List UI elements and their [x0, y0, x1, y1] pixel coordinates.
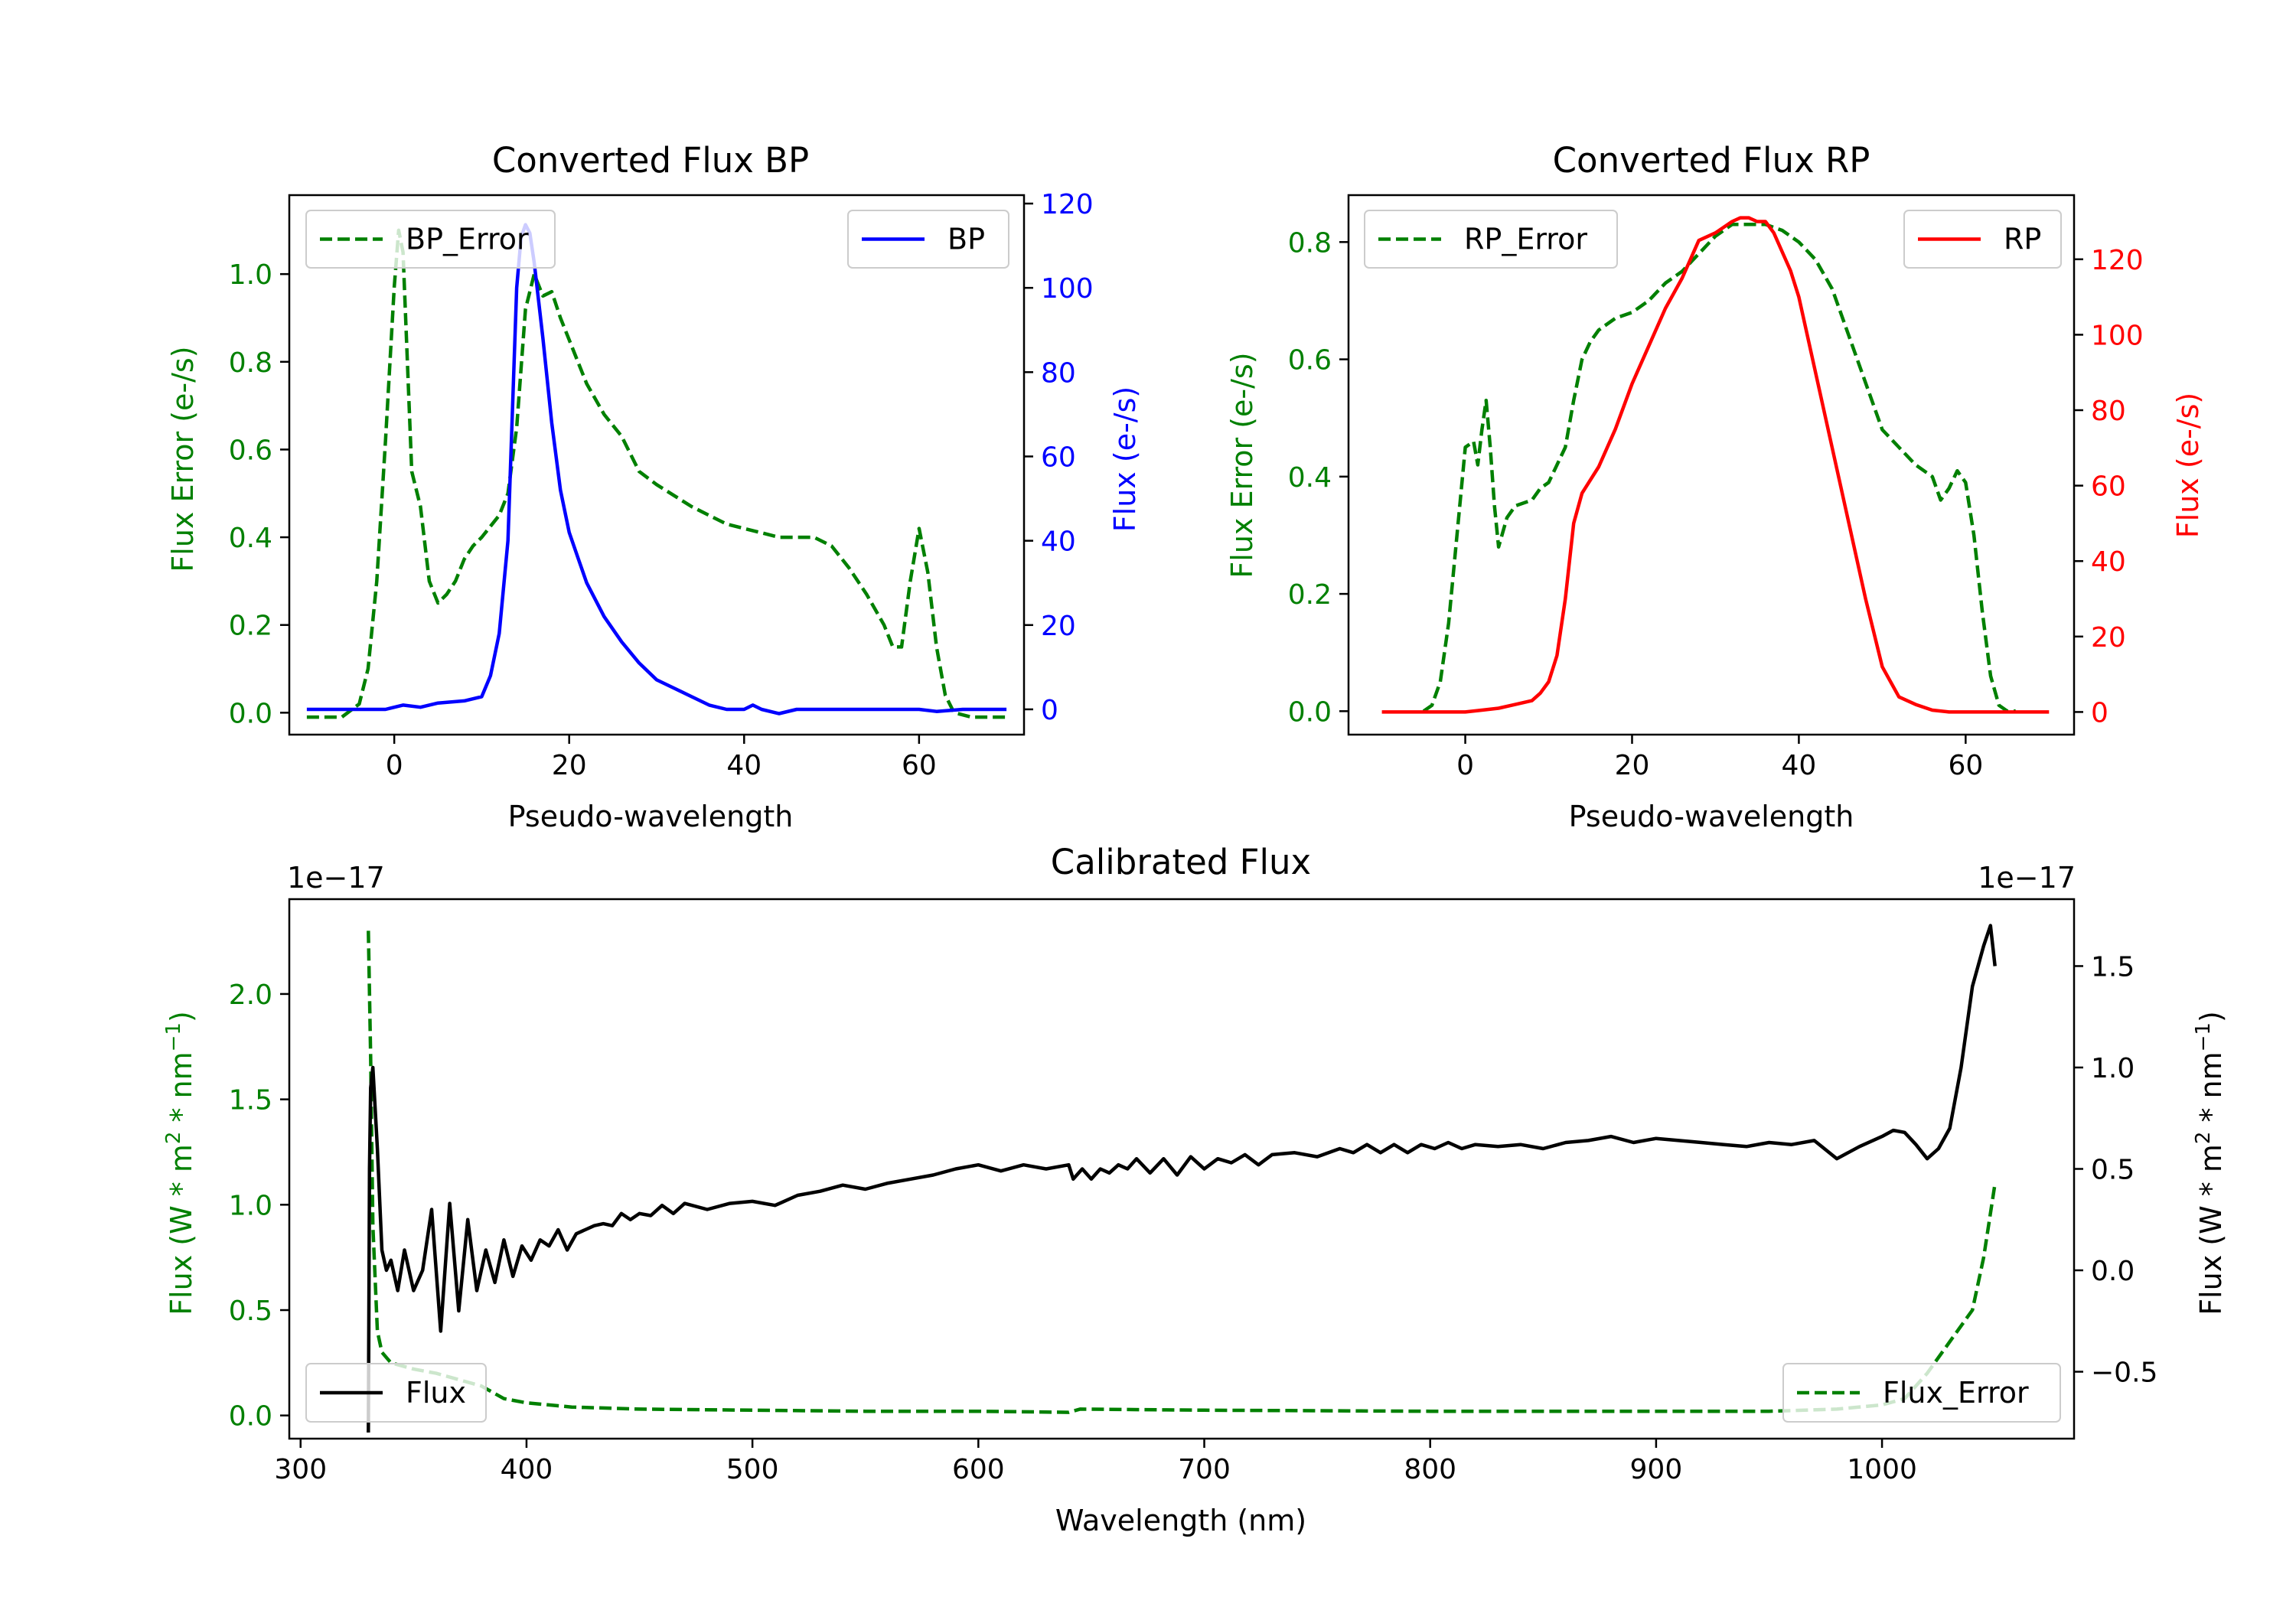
bp-left-ytick-label: 0.4 [229, 523, 272, 554]
rp-legend-box [1903, 210, 2062, 269]
cal-left-ytick-label: 0.0 [229, 1401, 272, 1433]
bp-series-bp-line [306, 223, 1007, 715]
cal-left-ylabel: Flux (W * m2 * nm−1) [162, 1011, 198, 1315]
bp-left-ytick-label: 0.2 [229, 611, 272, 642]
bp-xlabel: Pseudo-wavelength [508, 800, 794, 833]
rp-legend-label: RP [2004, 223, 2041, 256]
bp-right-ytick-label: 120 [1041, 189, 1094, 220]
bp-plot-area: 0 20 40 60 0.0 0.2 0.4 0.6 0.8 1.0 0 20 40 60 80 100 120… [229, 189, 1094, 781]
cal-right-ytick-label: 0.0 [2091, 1256, 2135, 1287]
cal-left-ytick-label: 1.5 [229, 1085, 272, 1116]
cal-xtick-label: 800 [1404, 1454, 1456, 1485]
cal-xtick-label: 400 [501, 1454, 553, 1485]
rp-xtick-label: 20 [1615, 750, 1650, 781]
cal-xlabel: Wavelength (nm) [1055, 1504, 1306, 1537]
rp-xtick-label: 60 [1948, 750, 1983, 781]
cal-xtick-label: 1000 [1847, 1454, 1917, 1485]
rp-left-ylabel: Flux Error (e-/s) [1225, 352, 1259, 578]
rp-plot-area: 0 20 40 60 0.0 0.2 0.4 0.6 0.8 0 20 40 60 80 100 120 RP_… [1288, 194, 2144, 781]
rp-title: Converted Flux RP [1553, 140, 1870, 181]
bp-left-ytick-label: 1.0 [229, 259, 272, 291]
cal-left-offset: 1e−17 [287, 861, 385, 895]
cal-right-ytick-label: 1.0 [2091, 1053, 2135, 1084]
bp-left-ytick-label: 0.8 [229, 347, 272, 379]
rp-left-ytick-label: 0.8 [1288, 227, 1332, 259]
bp-xtick-label: 60 [902, 750, 937, 781]
cal-xtick-label: 500 [726, 1454, 779, 1485]
bp-legend-label: BP_Error [406, 223, 529, 256]
rp-xtick-label: 40 [1782, 750, 1817, 781]
panel-rp: Converted Flux RP Pseudo-wavelength Flux… [1225, 140, 2205, 833]
rp-right-ytick-label: 80 [2091, 396, 2126, 427]
cal-xtick-label: 600 [952, 1454, 1005, 1485]
bp-legend: BP_Error [305, 210, 556, 269]
bp-axes-frame [288, 194, 1026, 736]
cal-left-ytick-label: 1.0 [229, 1190, 272, 1221]
cal-legend-box [305, 1363, 487, 1423]
bp-right-ytick-label: 0 [1041, 695, 1058, 726]
rp-axes-frame [1347, 194, 2076, 736]
bp-legend: BP [847, 210, 1009, 269]
rp-right-ylabel: Flux (e-/s) [2171, 393, 2205, 538]
rp-left-ytick-label: 0.4 [1288, 462, 1332, 494]
rp-right-ytick-label: 40 [2091, 546, 2126, 578]
bp-series-bp-error-line [306, 228, 1007, 719]
bp-xtick-label: 40 [726, 750, 762, 781]
rp-right-ytick-label: 60 [2091, 471, 2126, 503]
rp-xlabel: Pseudo-wavelength [1569, 800, 1854, 833]
bp-right-ytick-label: 20 [1041, 611, 1076, 642]
rp-right-ytick-label: 20 [2091, 622, 2126, 654]
rp-series-rp-line [1381, 216, 2050, 714]
cal-left-ytick-label: 0.5 [229, 1296, 272, 1327]
cal-right-ytick-label: 0.5 [2091, 1155, 2135, 1186]
cal-xtick-label: 900 [1630, 1454, 1683, 1485]
rp-legend-label: RP_Error [1464, 223, 1587, 256]
cal-right-ylabel: Flux (W * m2 * nm−1) [2192, 1011, 2228, 1315]
cal-legend-box [1782, 1363, 2061, 1423]
cal-legend-label: Flux [406, 1376, 466, 1410]
cal-plot-area: 300 400 500 600 700 800 900 1000 0.0 0.5 1.0 1.5 2.0… [229, 898, 2157, 1485]
bp-xtick-label: 0 [386, 750, 403, 781]
cal-legend: Flux_Error [1782, 1363, 2061, 1423]
cal-right-ytick-label: −0.5 [2091, 1358, 2157, 1389]
cal-xtick-label: 700 [1178, 1454, 1231, 1485]
rp-series-rp-error-line [1422, 223, 2016, 713]
rp-legend: RP_Error [1364, 210, 1618, 269]
bp-legend-box [847, 210, 1009, 269]
cal-left-ytick-label: 2.0 [229, 980, 272, 1011]
bp-left-ytick-label: 0.0 [229, 698, 272, 729]
rp-legend-box [1364, 210, 1618, 269]
rp-left-ytick-label: 0.0 [1288, 696, 1332, 728]
bp-left-ylabel: Flux Error (e-/s) [166, 346, 200, 572]
cal-xtick-label: 300 [274, 1454, 327, 1485]
rp-right-ytick-label: 0 [2091, 697, 2108, 729]
bp-right-ytick-label: 100 [1041, 273, 1094, 305]
panel-calibrated: Calibrated Flux Wavelength (nm) 1e−17 1e… [162, 842, 2228, 1537]
cal-legend-label: Flux_Error [1883, 1376, 2029, 1410]
cal-series-flux-line [367, 924, 1997, 1433]
cal-right-ytick-label: 1.5 [2091, 951, 2135, 983]
bp-left-ytick-label: 0.6 [229, 435, 272, 466]
bp-legend-box [305, 210, 556, 269]
bp-title: Converted Flux BP [492, 140, 809, 181]
bp-right-ytick-label: 60 [1041, 442, 1076, 473]
bp-xtick-label: 20 [552, 750, 587, 781]
rp-left-ytick-label: 0.6 [1288, 345, 1332, 376]
bp-right-ylabel: Flux (e-/s) [1108, 386, 1142, 532]
bp-right-ytick-label: 80 [1041, 357, 1076, 389]
rp-right-ytick-label: 100 [2091, 320, 2144, 351]
rp-right-ytick-label: 120 [2091, 245, 2144, 276]
rp-left-ytick-label: 0.2 [1288, 579, 1332, 611]
bp-right-ytick-label: 40 [1041, 526, 1076, 558]
cal-title: Calibrated Flux [1051, 842, 1311, 882]
rp-legend: RP [1903, 210, 2062, 269]
bp-legend-label: BP [947, 223, 985, 256]
panel-bp: Converted Flux BP Pseudo-wavelength Flux… [166, 140, 1142, 833]
rp-xtick-label: 0 [1456, 750, 1474, 781]
cal-legend: Flux [305, 1363, 487, 1423]
cal-right-offset: 1e−17 [1978, 861, 2076, 895]
